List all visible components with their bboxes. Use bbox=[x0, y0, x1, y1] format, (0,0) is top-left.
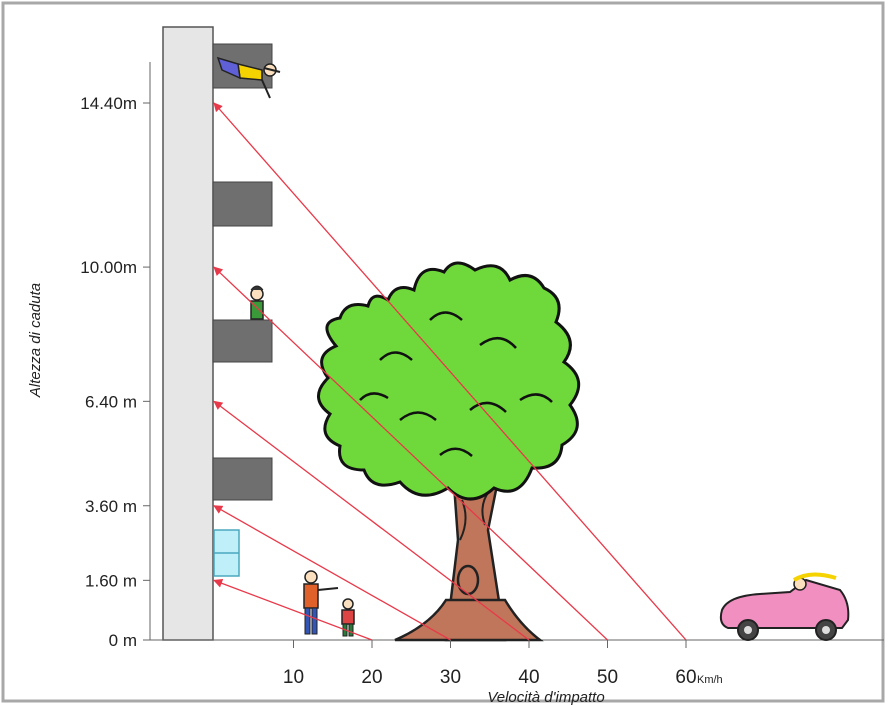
equivalence-arrow bbox=[213, 578, 373, 641]
equivalence-arrow bbox=[213, 400, 530, 641]
car-icon bbox=[719, 572, 850, 641]
equivalence-arrows bbox=[213, 102, 687, 641]
y-tick-label: 3.60 m bbox=[85, 497, 137, 516]
balcony bbox=[212, 319, 273, 363]
balcony bbox=[212, 181, 273, 227]
balcony bbox=[212, 457, 273, 501]
y-axis-title: Altezza di caduta bbox=[27, 283, 44, 398]
x-axis-ticks: 10 20 30 40 50 60 Km/h bbox=[283, 640, 723, 688]
x-tick-label: 50 bbox=[597, 667, 618, 688]
y-tick-label: 1.60 m bbox=[85, 571, 137, 590]
window bbox=[213, 529, 240, 577]
falling-person-icon bbox=[216, 56, 281, 99]
equivalence-arrow bbox=[213, 102, 687, 641]
x-tick-label: 20 bbox=[361, 667, 382, 688]
y-axis-ticks: 0 m 1.60 m 3.60 m 6.40 m 10.00m 14.40m bbox=[80, 94, 150, 650]
y-tick-label: 10.00m bbox=[80, 258, 137, 277]
equivalence-arrow bbox=[213, 266, 608, 641]
y-tick-label: 14.40m bbox=[80, 94, 137, 113]
person-on-balcony-icon bbox=[250, 285, 264, 320]
x-tick-label: 40 bbox=[518, 667, 539, 688]
tree-icon bbox=[317, 261, 581, 642]
x-axis-title: Velocità d'impatto bbox=[487, 689, 604, 706]
x-tick-label: 10 bbox=[283, 667, 304, 688]
equivalence-arrow bbox=[213, 505, 451, 641]
x-tick-label: 60 bbox=[675, 667, 696, 688]
y-tick-label: 0 m bbox=[109, 631, 137, 650]
y-tick-label: 6.40 m bbox=[85, 392, 137, 411]
x-unit-label: Km/h bbox=[697, 674, 723, 686]
building bbox=[162, 26, 214, 641]
x-tick-label: 30 bbox=[440, 667, 461, 688]
